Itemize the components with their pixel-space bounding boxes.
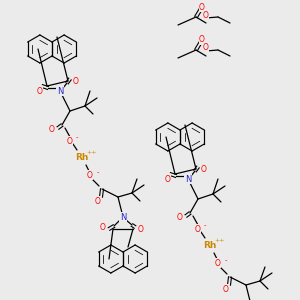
Text: O: O	[49, 125, 55, 134]
Text: O: O	[67, 136, 73, 146]
Text: N: N	[120, 212, 126, 221]
Text: N: N	[57, 86, 63, 95]
Text: -: -	[76, 134, 78, 140]
Text: O: O	[138, 224, 144, 233]
Text: O: O	[203, 11, 209, 20]
Text: ++: ++	[87, 149, 97, 154]
Text: O: O	[223, 284, 229, 293]
Text: -: -	[204, 222, 206, 228]
Text: N: N	[185, 175, 191, 184]
Text: O: O	[87, 170, 93, 179]
Text: O: O	[73, 76, 79, 85]
Text: O: O	[195, 224, 201, 233]
Text: O: O	[215, 259, 221, 268]
Text: O: O	[199, 2, 205, 11]
Text: ++: ++	[215, 238, 225, 242]
Text: O: O	[165, 175, 171, 184]
Text: O: O	[100, 223, 106, 232]
Text: O: O	[37, 86, 43, 95]
Text: Rh: Rh	[75, 152, 89, 161]
Text: O: O	[199, 35, 205, 44]
Text: O: O	[177, 214, 183, 223]
Text: O: O	[95, 196, 101, 206]
Text: -: -	[225, 257, 227, 263]
Text: -: -	[97, 169, 99, 175]
Text: O: O	[201, 164, 207, 173]
Text: O: O	[203, 44, 209, 52]
Text: Rh: Rh	[203, 241, 217, 250]
